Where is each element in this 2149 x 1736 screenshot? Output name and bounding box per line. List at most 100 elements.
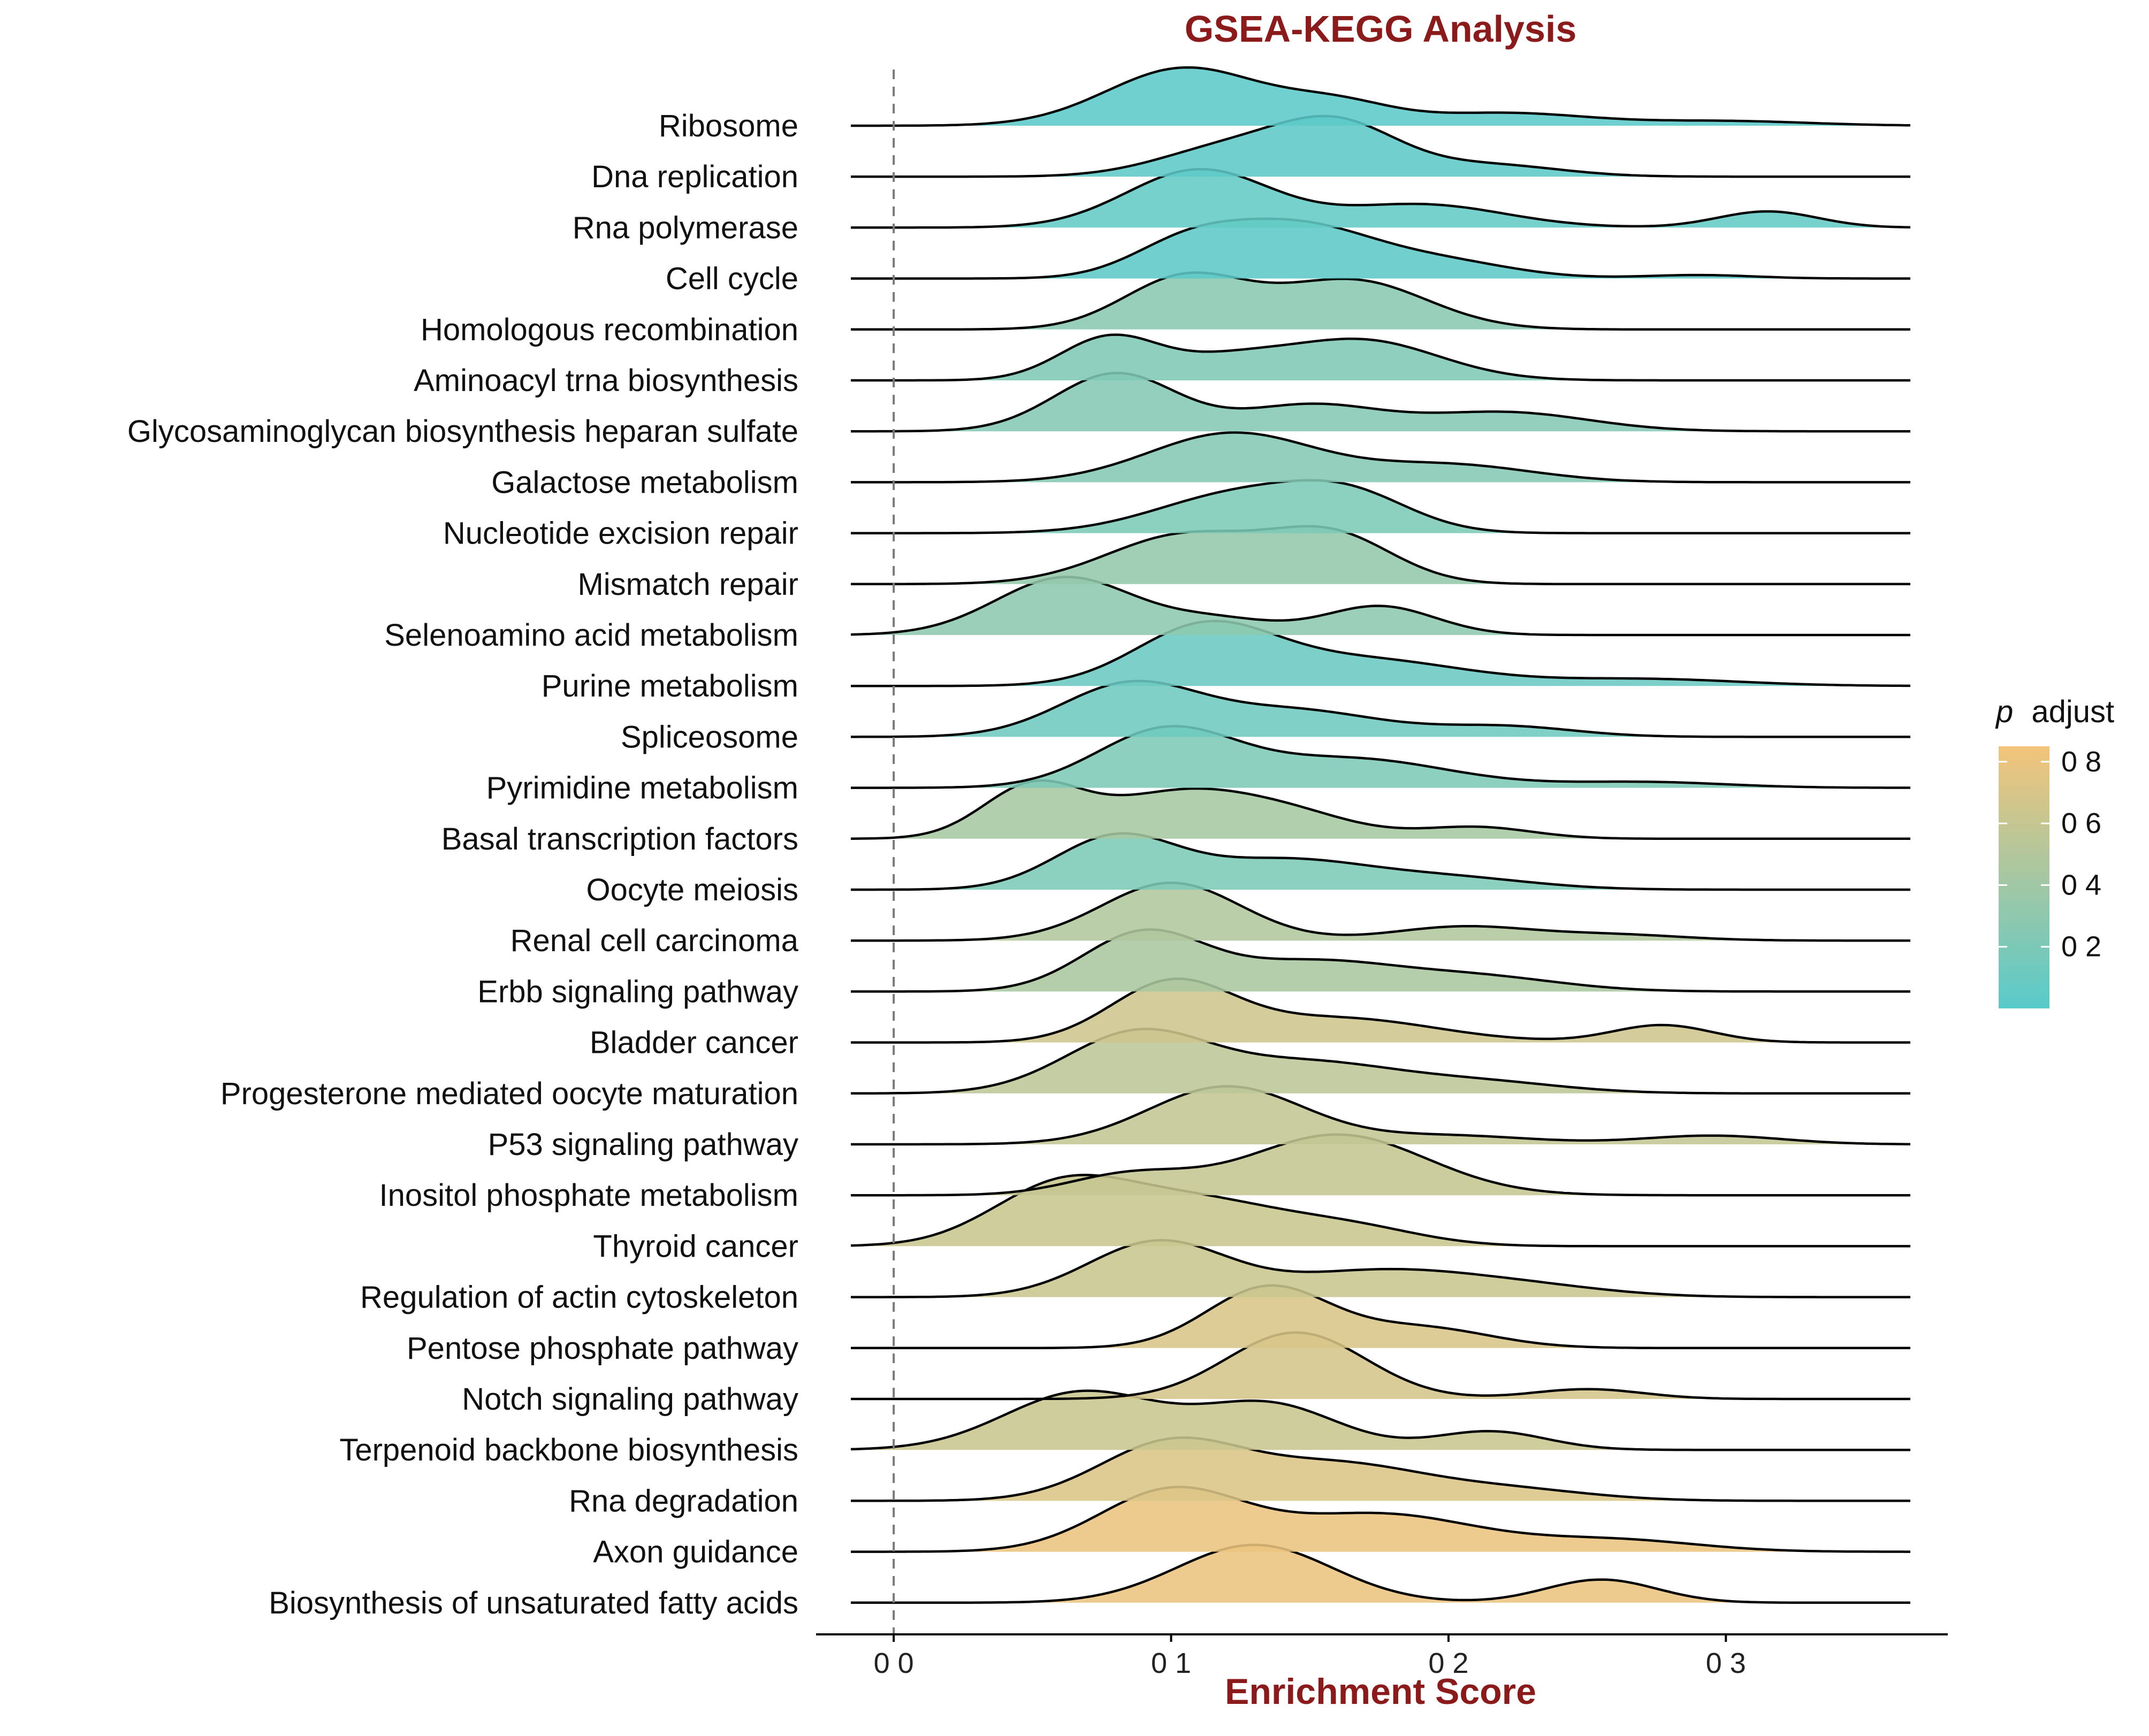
y-tick-label: Axon guidance xyxy=(593,1535,798,1570)
ridge-line xyxy=(851,725,1910,789)
ridge-line xyxy=(851,66,1911,127)
legend-tick-label: 0 4 xyxy=(2061,869,2101,901)
ridge-area xyxy=(851,1332,1910,1399)
y-tick-label: Renal cell carcinoma xyxy=(510,923,799,958)
y-tick-label: Pentose phosphate pathway xyxy=(407,1331,798,1366)
chart-title: GSEA-KEGG Analysis xyxy=(1185,8,1577,50)
ridge-line xyxy=(851,479,1910,534)
y-tick-label: Rna polymerase xyxy=(573,210,798,245)
ridge-line xyxy=(851,217,1910,280)
ridge-line xyxy=(851,1486,1910,1553)
y-tick-label: Regulation of actin cytoskeleton xyxy=(360,1280,798,1315)
ridge-line xyxy=(850,576,1910,637)
ridge-6 xyxy=(851,371,1910,433)
legend-title: p adjust xyxy=(1995,694,2114,729)
x-tick-label: 0 1 xyxy=(1151,1647,1191,1679)
ridge-line xyxy=(851,525,1910,586)
ridge-line xyxy=(851,620,1910,687)
y-tick-label: Inositol phosphate metabolism xyxy=(379,1178,798,1213)
ridge-area xyxy=(851,1487,1910,1552)
y-tick-label: Bladder cancer xyxy=(590,1026,798,1060)
y-tick-label: Basal transcription factors xyxy=(441,822,798,856)
ridge-line xyxy=(851,1436,1910,1502)
ridges-layer xyxy=(850,66,1911,1604)
ridge-26 xyxy=(850,1389,1910,1451)
ridge-area xyxy=(851,621,1910,686)
ridge-24 xyxy=(851,1284,1910,1350)
ridge-line xyxy=(851,1331,1910,1401)
ridge-line xyxy=(851,1543,1910,1604)
ridge-20 xyxy=(851,1085,1910,1146)
ridge-line xyxy=(851,977,1910,1044)
y-tick-label: Ribosome xyxy=(659,109,798,143)
y-tick-label: Terpenoid backbone biosynthesis xyxy=(339,1433,798,1467)
y-tick-label: Mismatch repair xyxy=(577,567,798,602)
ridge-area xyxy=(851,833,1910,890)
legend-tick-label: 0 2 xyxy=(2061,931,2101,963)
ridge-area xyxy=(851,1240,1910,1297)
y-tick-labels: Biosynthesis of unsaturated fatty acids A… xyxy=(127,109,799,1620)
ridge-area xyxy=(851,1544,1910,1603)
ridge-line xyxy=(851,1239,1910,1298)
ridge-line xyxy=(851,431,1910,484)
y-tick-label: Nucleotide excision repair xyxy=(443,516,798,551)
ridge-line xyxy=(850,1389,1910,1451)
y-tick-label: Dna replication xyxy=(591,159,798,194)
legend-ticks: 0 2 0 4 0 6 0 8 xyxy=(1999,746,2101,963)
x-axis-label: Enrichment Score xyxy=(1225,1671,1536,1712)
ridge-3 xyxy=(851,217,1910,280)
ridge-area xyxy=(851,67,1910,126)
ridge-19 xyxy=(850,1028,1910,1095)
ridge-4 xyxy=(851,271,1910,331)
y-tick-label: Progesterone mediated oocyte maturation xyxy=(220,1076,798,1111)
ridge-7 xyxy=(851,431,1910,484)
x-tick-labels: 0 0 0 1 0 2 0 3 xyxy=(874,1634,1746,1679)
ridge-8 xyxy=(851,479,1910,534)
ridge-17 xyxy=(851,928,1910,993)
ridge-area xyxy=(851,1390,1910,1450)
ridge-0 xyxy=(851,66,1911,127)
y-tick-label: Biosynthesis of unsaturated fatty acids xyxy=(269,1586,798,1620)
ridge-area xyxy=(851,169,1910,228)
legend-title-text: adjust xyxy=(2031,694,2114,729)
ridge-25 xyxy=(851,1331,1910,1401)
ridge-line xyxy=(851,1085,1910,1146)
ridge-area xyxy=(851,1134,1910,1196)
legend-title-italic: p xyxy=(1995,694,2013,729)
ridge-11 xyxy=(851,620,1910,687)
ridge-14 xyxy=(850,779,1910,840)
ridge-area xyxy=(851,883,1910,941)
y-tick-label: Cell cycle xyxy=(666,262,798,296)
ridge-area xyxy=(851,1437,1910,1501)
ridge-area xyxy=(851,432,1910,483)
ridge-13 xyxy=(851,725,1910,789)
ridge-area xyxy=(851,929,1910,992)
ridge-1 xyxy=(851,114,1910,178)
y-tick-label: Selenoamino acid metabolism xyxy=(384,618,798,653)
ridge-area xyxy=(851,272,1910,330)
y-tick-label: Aminoacyl trna biosynthesis xyxy=(414,363,798,398)
ridge-area xyxy=(851,726,1910,788)
ridge-2 xyxy=(851,167,1911,229)
ridge-line xyxy=(851,371,1910,433)
ridge-9 xyxy=(851,525,1910,586)
ridge-5 xyxy=(851,333,1910,382)
y-tick-label: P53 signaling pathway xyxy=(488,1127,798,1162)
ridge-line xyxy=(851,333,1910,382)
ridge-line xyxy=(851,679,1910,738)
ridge-area xyxy=(851,1086,1910,1144)
ridge-29 xyxy=(851,1543,1910,1604)
ridge-line xyxy=(851,832,1910,891)
y-tick-label: Thyroid cancer xyxy=(593,1229,798,1264)
ridge-area xyxy=(851,1029,1910,1093)
x-tick-label: 0 3 xyxy=(1706,1647,1746,1679)
ridge-line xyxy=(850,1028,1910,1095)
ridge-10 xyxy=(850,576,1910,637)
y-tick-label: Glycosaminoglycan biosynthesis heparan s… xyxy=(127,414,798,449)
y-tick-label: Erbb signaling pathway xyxy=(477,974,798,1009)
ridge-line xyxy=(851,114,1910,178)
legend-tick-label: 0 6 xyxy=(2061,807,2101,839)
x-tick-label: 0 2 xyxy=(1428,1647,1468,1679)
